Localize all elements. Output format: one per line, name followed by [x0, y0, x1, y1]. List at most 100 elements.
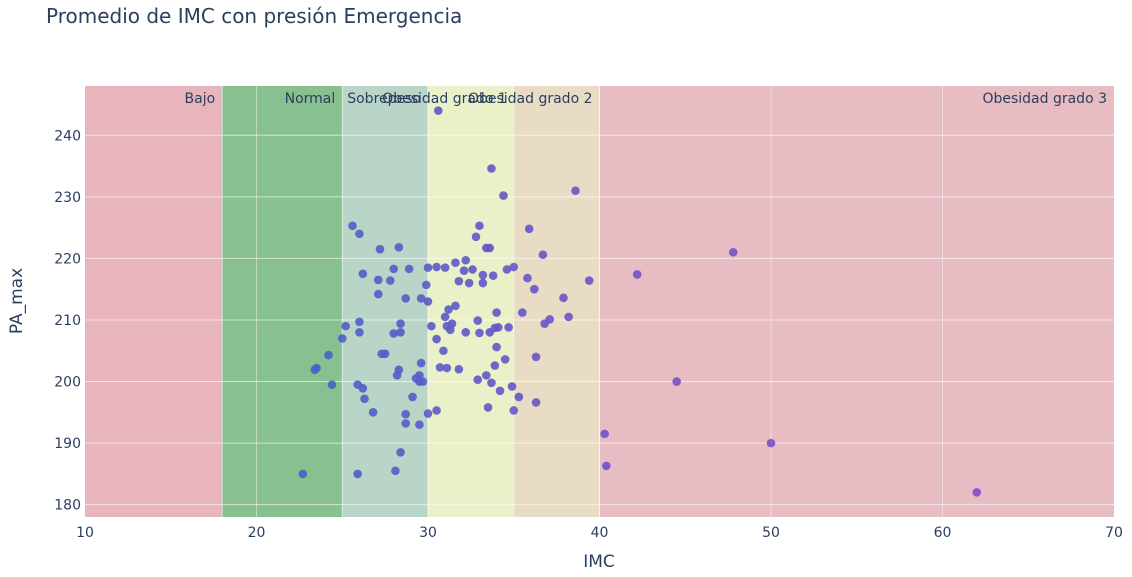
data-point-53	[435, 363, 445, 372]
data-point-5	[337, 334, 347, 343]
data-point-89	[492, 342, 501, 352]
data-point-14	[358, 384, 368, 393]
data-point-70	[468, 265, 477, 274]
data-point-77	[478, 270, 488, 280]
data-point-10	[355, 327, 364, 337]
data-point-18	[373, 289, 383, 299]
y-tick-label-0: 180	[54, 498, 81, 514]
data-point-50	[432, 262, 441, 272]
x-tick-label-0: 10	[76, 525, 94, 541]
band-label-3: Obesidad grado 1	[382, 91, 507, 107]
bmi-category-bands	[85, 86, 1114, 517]
data-point-71	[471, 232, 481, 242]
data-point-111	[571, 186, 580, 195]
data-point-42	[416, 358, 426, 368]
y-tick-label-2: 200	[54, 375, 81, 391]
data-point-68	[461, 255, 471, 265]
data-point-47	[423, 409, 433, 418]
data-point-104	[531, 398, 541, 407]
data-point-63	[451, 301, 460, 311]
x-axis-title: IMC	[583, 552, 615, 572]
x-tick-label-6: 70	[1105, 525, 1123, 541]
data-point-119	[972, 488, 982, 497]
data-point-66	[459, 266, 469, 276]
data-point-112	[584, 276, 594, 285]
band-1	[222, 86, 343, 517]
data-point-98	[509, 406, 519, 415]
y-tick-label-3: 210	[54, 313, 81, 329]
data-point-29	[396, 319, 405, 328]
data-point-81	[485, 243, 495, 253]
data-point-22	[385, 276, 395, 285]
data-point-76	[478, 278, 488, 288]
data-point-74	[475, 328, 484, 338]
data-point-34	[401, 419, 411, 428]
data-point-103	[530, 284, 539, 294]
data-points	[298, 106, 982, 497]
band-label-1: Normal	[285, 91, 336, 107]
data-point-32	[401, 294, 411, 303]
data-point-52	[433, 106, 443, 115]
band-0	[85, 86, 223, 517]
data-point-101	[523, 273, 532, 283]
data-point-56	[440, 263, 450, 272]
y-tick-label-1: 190	[54, 436, 81, 452]
data-point-92	[499, 191, 508, 200]
data-point-21	[380, 349, 390, 359]
chart-title: Promedio de IMC con presión Emergencia	[46, 4, 462, 28]
data-point-0	[298, 469, 308, 479]
x-axis-ticks: 10 20 30 40 50 60 70	[76, 525, 1123, 541]
data-point-65	[454, 364, 464, 374]
data-point-90	[494, 323, 503, 332]
data-point-48	[427, 321, 436, 331]
data-point-13	[358, 269, 368, 279]
data-point-23	[389, 264, 399, 274]
data-point-113	[600, 429, 609, 439]
x-tick-label-2: 30	[419, 525, 437, 541]
data-point-6	[341, 321, 350, 331]
data-point-75	[475, 221, 484, 231]
data-point-78	[482, 371, 491, 380]
data-point-110	[564, 312, 573, 322]
data-point-41	[416, 294, 426, 303]
data-point-80	[483, 403, 493, 412]
y-tick-label-4: 220	[54, 251, 81, 267]
data-point-96	[507, 382, 517, 391]
data-point-31	[396, 448, 405, 457]
data-point-99	[514, 392, 524, 402]
data-point-59	[444, 305, 453, 314]
data-point-88	[492, 308, 501, 317]
data-point-55	[440, 312, 450, 322]
data-point-24	[389, 329, 399, 338]
x-tick-label-1: 20	[248, 525, 266, 541]
y-tick-label-6: 240	[54, 128, 81, 144]
data-point-3	[324, 350, 333, 360]
band-4	[513, 86, 600, 517]
data-point-62	[451, 258, 460, 268]
data-point-106	[538, 250, 548, 260]
data-point-19	[375, 244, 385, 254]
data-point-94	[502, 265, 512, 274]
data-point-7	[348, 221, 357, 231]
data-point-87	[490, 361, 500, 370]
data-point-97	[509, 262, 519, 272]
data-point-100	[518, 308, 527, 317]
data-point-16	[368, 408, 378, 417]
data-point-84	[487, 164, 496, 173]
band-5	[599, 86, 1114, 517]
data-point-116	[672, 377, 681, 386]
data-point-114	[602, 461, 611, 471]
y-axis-title: PA_max	[7, 268, 27, 334]
y-tick-label-5: 230	[54, 190, 81, 206]
data-point-28	[394, 243, 404, 252]
data-point-25	[391, 466, 400, 476]
data-point-61	[447, 319, 457, 328]
data-point-27	[394, 365, 404, 375]
data-point-49	[432, 406, 441, 415]
data-point-54	[439, 346, 448, 356]
data-point-85	[488, 271, 498, 280]
data-point-95	[504, 323, 513, 332]
data-point-67	[461, 327, 471, 337]
